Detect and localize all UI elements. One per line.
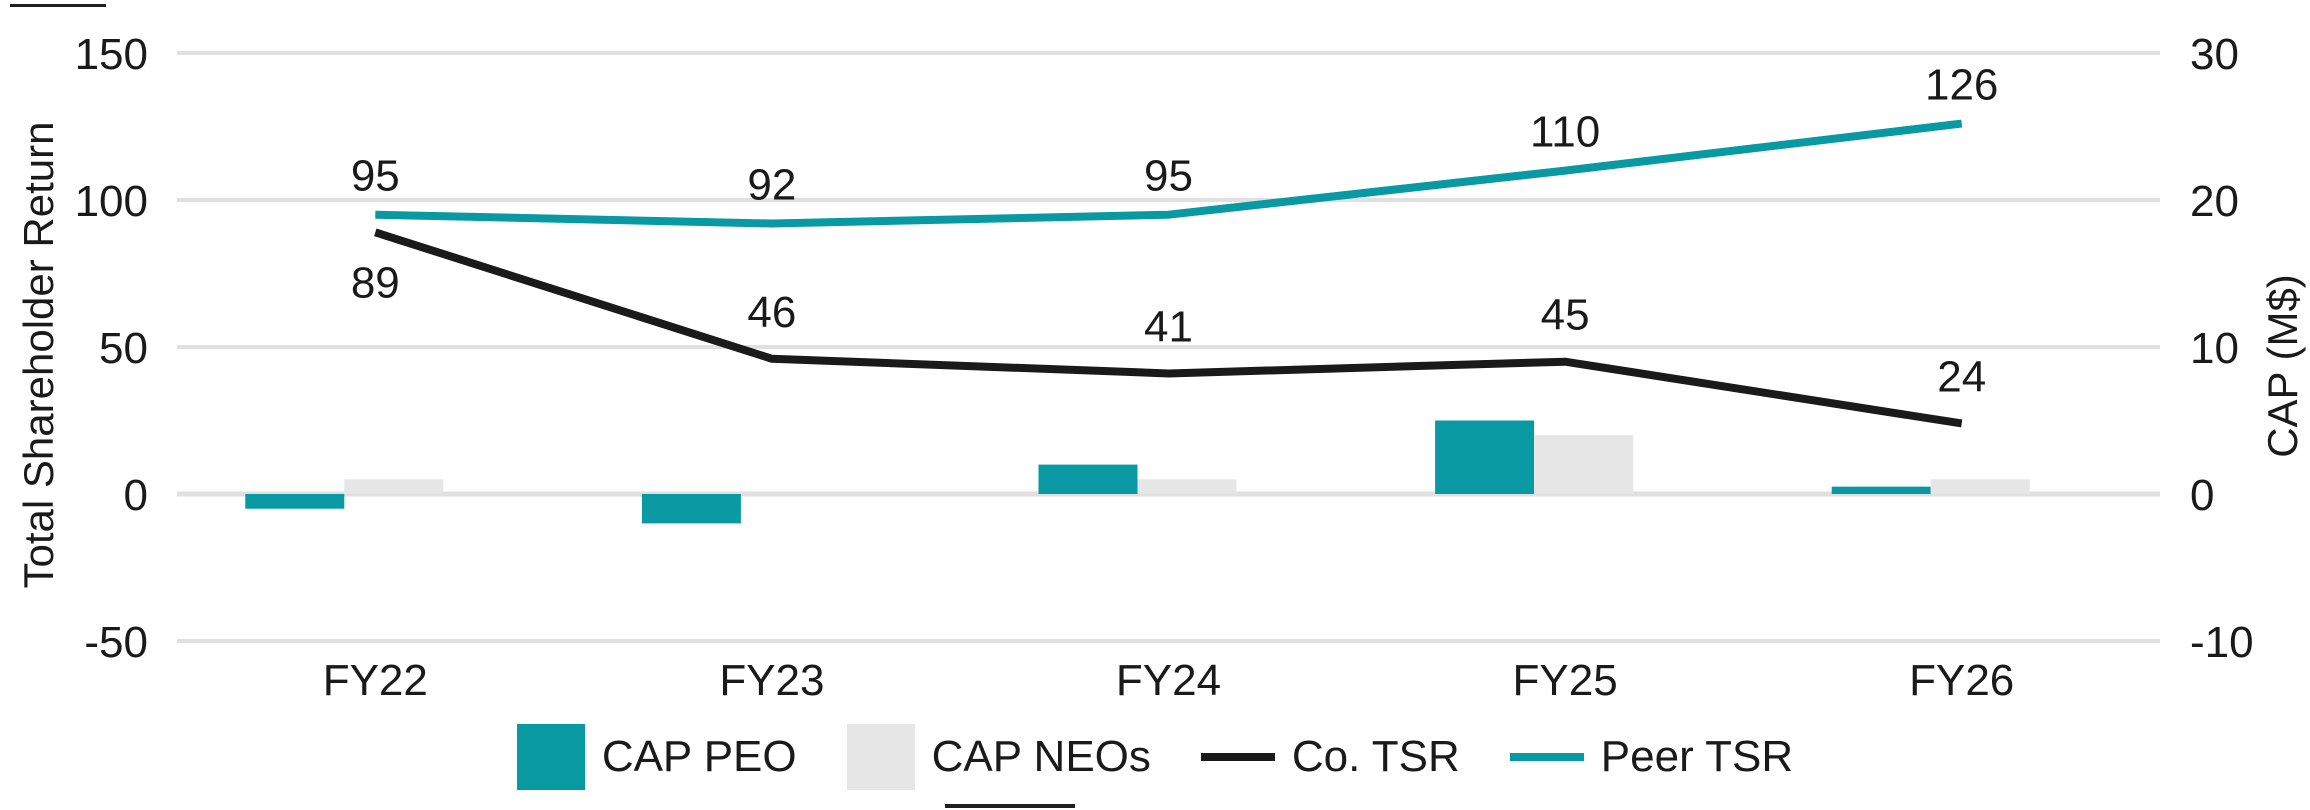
bar-cap-neos-fy26 (1930, 479, 2030, 494)
data-label-peer-tsr-fy22: 95 (351, 152, 400, 201)
bar-cap-peo-fy26 (1831, 486, 1931, 494)
data-label-peer-tsr-fy23: 92 (747, 161, 796, 210)
legend-label-peer-tsr: Peer TSR (1600, 732, 1794, 781)
cap-peo-swatch-icon (516, 724, 585, 790)
left-axis-tick: 0 (124, 471, 148, 520)
x-axis-tick-fy23: FY23 (719, 656, 824, 705)
x-axis-tick-fy24: FY24 (1116, 656, 1221, 705)
legend-label-cap-neos: CAP NEOs (931, 732, 1151, 781)
right-axis-tick: -10 (2190, 618, 2254, 667)
bar-cap-peo-fy22 (245, 494, 345, 509)
right-axis-title: CAP (M$) (2259, 274, 2306, 458)
right-axis-tick: 0 (2190, 471, 2214, 520)
data-label-peer-tsr-fy25: 110 (1530, 108, 1600, 157)
page-border-fragment-top (10, 4, 106, 7)
bar-cap-neos-fy22 (344, 479, 444, 494)
legend: CAP PEO CAP NEOs Co. TSR Peer TSR (0, 722, 2310, 792)
data-label-co--tsr-fy24: 41 (1144, 302, 1193, 351)
peer-tsr-line-swatch-icon (1509, 753, 1584, 761)
bar-cap-neos-fy24 (1137, 479, 1237, 494)
legend-label-cap-peo: CAP PEO (601, 732, 797, 781)
co-tsr-line-swatch-icon (1200, 753, 1275, 761)
x-axis-tick-fy26: FY26 (1909, 656, 2014, 705)
right-axis-tick: 20 (2190, 177, 2239, 226)
x-axis-tick-fy22: FY22 (323, 656, 428, 705)
left-axis-title: Total Shareholder Return (15, 121, 62, 589)
data-label-co--tsr-fy22: 89 (351, 258, 400, 307)
data-label-peer-tsr-fy24: 95 (1144, 152, 1193, 201)
data-label-co--tsr-fy25: 45 (1541, 291, 1590, 340)
data-label-co--tsr-fy23: 46 (747, 288, 796, 337)
left-axis-tick: 150 (75, 30, 148, 79)
legend-item-peer-tsr: Peer TSR (1509, 724, 1794, 790)
data-label-co--tsr-fy26: 24 (1937, 352, 1986, 401)
bar-cap-peo-fy25 (1435, 420, 1535, 494)
legend-item-cap-neos: CAP NEOs (846, 724, 1151, 790)
right-axis-tick: 30 (2190, 30, 2239, 79)
data-label-peer-tsr-fy26: 126 (1925, 61, 1998, 110)
page-border-fragment-bottom (945, 804, 1075, 808)
right-axis-tick: 10 (2190, 324, 2239, 373)
cap-neos-swatch-icon (846, 724, 915, 790)
x-axis-tick-fy25: FY25 (1513, 656, 1618, 705)
left-axis-tick: 50 (99, 324, 148, 373)
left-axis-tick: -50 (84, 618, 148, 667)
left-axis-tick: 100 (75, 177, 148, 226)
line-co--tsr (374, 228, 1963, 428)
bar-cap-neos-fy25 (1534, 435, 1634, 494)
legend-item-cap-peo: CAP PEO (516, 724, 797, 790)
bar-cap-peo-fy23 (641, 494, 741, 524)
legend-item-co-tsr: Co. TSR (1200, 724, 1460, 790)
bar-cap-peo-fy24 (1038, 464, 1138, 494)
line-peer-tsr (375, 119, 1963, 228)
legend-label-co-tsr: Co. TSR (1291, 732, 1460, 781)
